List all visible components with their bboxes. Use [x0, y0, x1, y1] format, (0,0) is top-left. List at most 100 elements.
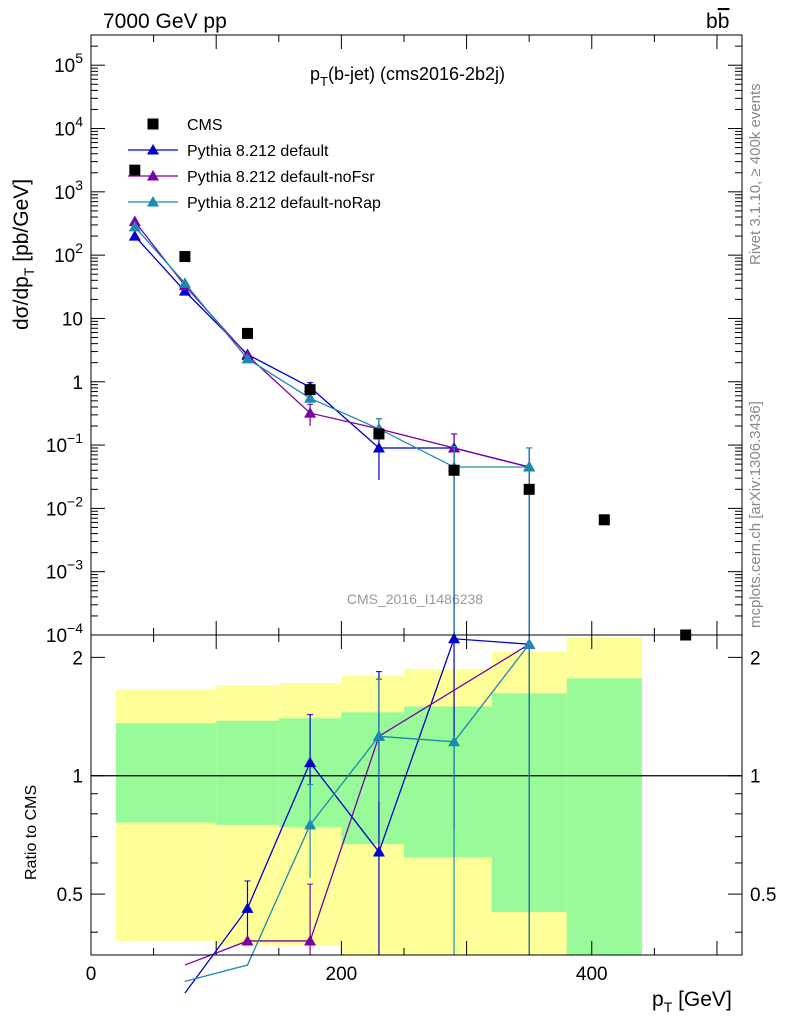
- band-inner: [566, 678, 642, 955]
- ratio-point-pythia-8-212-default-norap: [304, 818, 317, 830]
- xlabel: pT [GeV]: [652, 988, 732, 1015]
- header-right-bar: b: [718, 10, 730, 33]
- tick-exponent: −3: [67, 557, 83, 573]
- lower-axis-ticks: 0.5 0.5 1 1 2 2 0 200 400: [57, 35, 776, 985]
- lower-tick-label-left: 0.5: [57, 885, 83, 906]
- ratio-point-pythia-8-212-default-norap: [523, 638, 536, 649]
- legend-label-pythia-8-212-default-norap: Pythia 8.212 default-noRap: [187, 195, 381, 212]
- band-inner: [216, 720, 279, 825]
- lower-frame: [90, 634, 743, 956]
- upper-point-pythia-8-212-default-norap: [178, 277, 191, 288]
- header-right-base: b: [706, 10, 718, 33]
- tick-exponent: −2: [67, 493, 83, 509]
- upper-tick-label: 10−3: [46, 557, 83, 584]
- legend-marker-cms: [147, 118, 159, 130]
- upper-line-pythia-8-212-default-norap: [134, 226, 530, 468]
- upper-point-cms: [373, 428, 385, 440]
- legend-marker-pythia-8-212-default-nofsr: [147, 170, 159, 181]
- lower-tick-label-left: 1: [72, 767, 83, 788]
- upper-tick-label: 10−2: [46, 493, 83, 520]
- lower-ylabel: Ratio to CMS: [23, 785, 40, 880]
- ratio-line-pythia-8-212-default-norap: [184, 643, 530, 982]
- tick-exponent: 4: [75, 114, 83, 130]
- tick-base: 10: [46, 563, 67, 584]
- legend-label-cms: CMS: [187, 117, 223, 134]
- legend: CMS Pythia 8.212 default Pythia 8.212 defa…: [128, 117, 381, 212]
- upper-tick-label: 1: [72, 373, 83, 394]
- x-tick-label: 400: [576, 964, 608, 985]
- lower-plot-data: [184, 632, 536, 994]
- x-tick-label: 200: [326, 964, 358, 985]
- tick-exponent: 5: [75, 50, 83, 66]
- tick-exponent: 3: [75, 177, 83, 193]
- upper-plot-data: [128, 164, 692, 641]
- upper-tick-label: 10: [62, 309, 83, 330]
- upper-point-cms: [241, 327, 253, 339]
- mcplots-label: mcplots.cern.ch [arXiv:1306.3436]: [747, 401, 764, 628]
- tick-base: 10: [54, 183, 75, 204]
- legend-label-pythia-8-212-default-nofsr: Pythia 8.212 default-noFsr: [187, 169, 375, 186]
- legend-label-pythia-8-212-default: Pythia 8.212 default: [187, 143, 329, 160]
- upper-ylabel-sub: T: [21, 267, 37, 276]
- upper-tick-label: 10−4: [46, 620, 83, 647]
- upper-point-pythia-8-212-default-norap: [523, 461, 536, 472]
- upper-point-cms: [448, 464, 460, 476]
- ratio-point-pythia-8-212-default-nofsr: [304, 934, 317, 946]
- ratio-point-pythia-8-212-default: [241, 902, 254, 913]
- upper-point-pythia-8-212-default: [178, 285, 191, 296]
- upper-tick-label: 103: [54, 177, 83, 204]
- upper-point-pythia-8-212-default-nofsr: [128, 215, 141, 226]
- xlabel-rest: [GeV]: [672, 988, 732, 1011]
- ratio-point-pythia-8-212-default-nofsr: [241, 934, 254, 946]
- upper-point-pythia-8-212-default-norap: [241, 352, 254, 364]
- ratio-line-pythia-8-212-default: [184, 638, 530, 994]
- x-tick-label: 0: [86, 964, 97, 985]
- tick-exponent: 2: [75, 240, 83, 256]
- band-inner: [341, 712, 404, 845]
- upper-point-cms: [598, 514, 610, 526]
- tick-exponent: −4: [67, 620, 83, 636]
- upper-ylabel-b: [pb/GeV]: [10, 179, 33, 268]
- band-inner: [116, 723, 217, 823]
- rivet-label: Rivet 3.1.10, ≥ 400k events: [747, 83, 764, 265]
- upper-tick-label: 10−1: [46, 430, 83, 457]
- chart-title-p: p: [310, 64, 320, 84]
- lower-tick-label-left: 2: [72, 648, 83, 669]
- upper-point-cms: [129, 164, 141, 176]
- upper-point-cms: [523, 483, 535, 495]
- lower-tick-label-right: 1: [750, 767, 761, 788]
- legend-marker-pythia-8-212-default-norap: [147, 196, 159, 207]
- header-left: 7000 GeV pp: [103, 10, 227, 33]
- tick-base: 10: [46, 499, 67, 520]
- upper-tick-label: 104: [54, 114, 83, 141]
- xlabel-sub: T: [664, 999, 673, 1015]
- ratio-bands: [91, 637, 742, 955]
- upper-point-pythia-8-212-default: [128, 230, 141, 241]
- tick-base: 10: [46, 626, 67, 647]
- watermark: CMS_2016_I1486238: [347, 591, 483, 607]
- lower-tick-label-right: 0.5: [750, 885, 776, 906]
- upper-point-pythia-8-212-default-norap: [304, 392, 317, 403]
- upper-line-pythia-8-212-default-nofsr: [134, 221, 530, 468]
- upper-tick-label: 102: [54, 240, 83, 267]
- xlabel-p: p: [652, 988, 664, 1011]
- upper-point-cms: [179, 251, 191, 263]
- tick-base: 10: [54, 246, 75, 267]
- upper-line-pythia-8-212-default: [134, 235, 530, 468]
- header-right: bb: [706, 10, 729, 33]
- chart-title-rest: (b-jet) (cms2016-2b2j): [328, 64, 505, 84]
- band-inner: [403, 706, 492, 858]
- ratio-point-pythia-8-212-default: [372, 845, 385, 857]
- chart-title-sub: T: [320, 74, 328, 89]
- lower-tick-label-right: 2: [750, 648, 761, 669]
- legend-marker-pythia-8-212-default: [147, 144, 159, 155]
- tick-base: 10: [54, 120, 75, 141]
- upper-point-pythia-8-212-default: [372, 441, 385, 453]
- upper-point-pythia-8-212-default-norap: [128, 220, 141, 232]
- ratio-point-pythia-8-212-default-norap: [372, 730, 385, 741]
- ratio-point-pythia-8-212-default: [448, 632, 461, 644]
- ratio-point-pythia-8-212-default-norap: [448, 735, 461, 747]
- tick-base: 10: [54, 56, 75, 77]
